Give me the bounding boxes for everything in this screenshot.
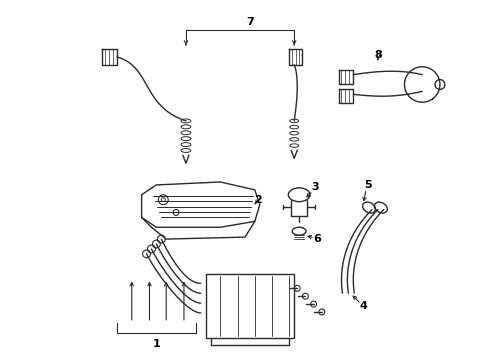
Text: 1: 1 <box>152 339 160 350</box>
Text: 5: 5 <box>364 180 371 190</box>
Text: 7: 7 <box>245 18 253 27</box>
Text: 6: 6 <box>312 234 320 244</box>
Text: 2: 2 <box>253 195 261 205</box>
Text: 8: 8 <box>373 50 381 60</box>
Bar <box>205 274 294 338</box>
Text: 4: 4 <box>359 301 366 311</box>
Text: 3: 3 <box>310 182 318 192</box>
